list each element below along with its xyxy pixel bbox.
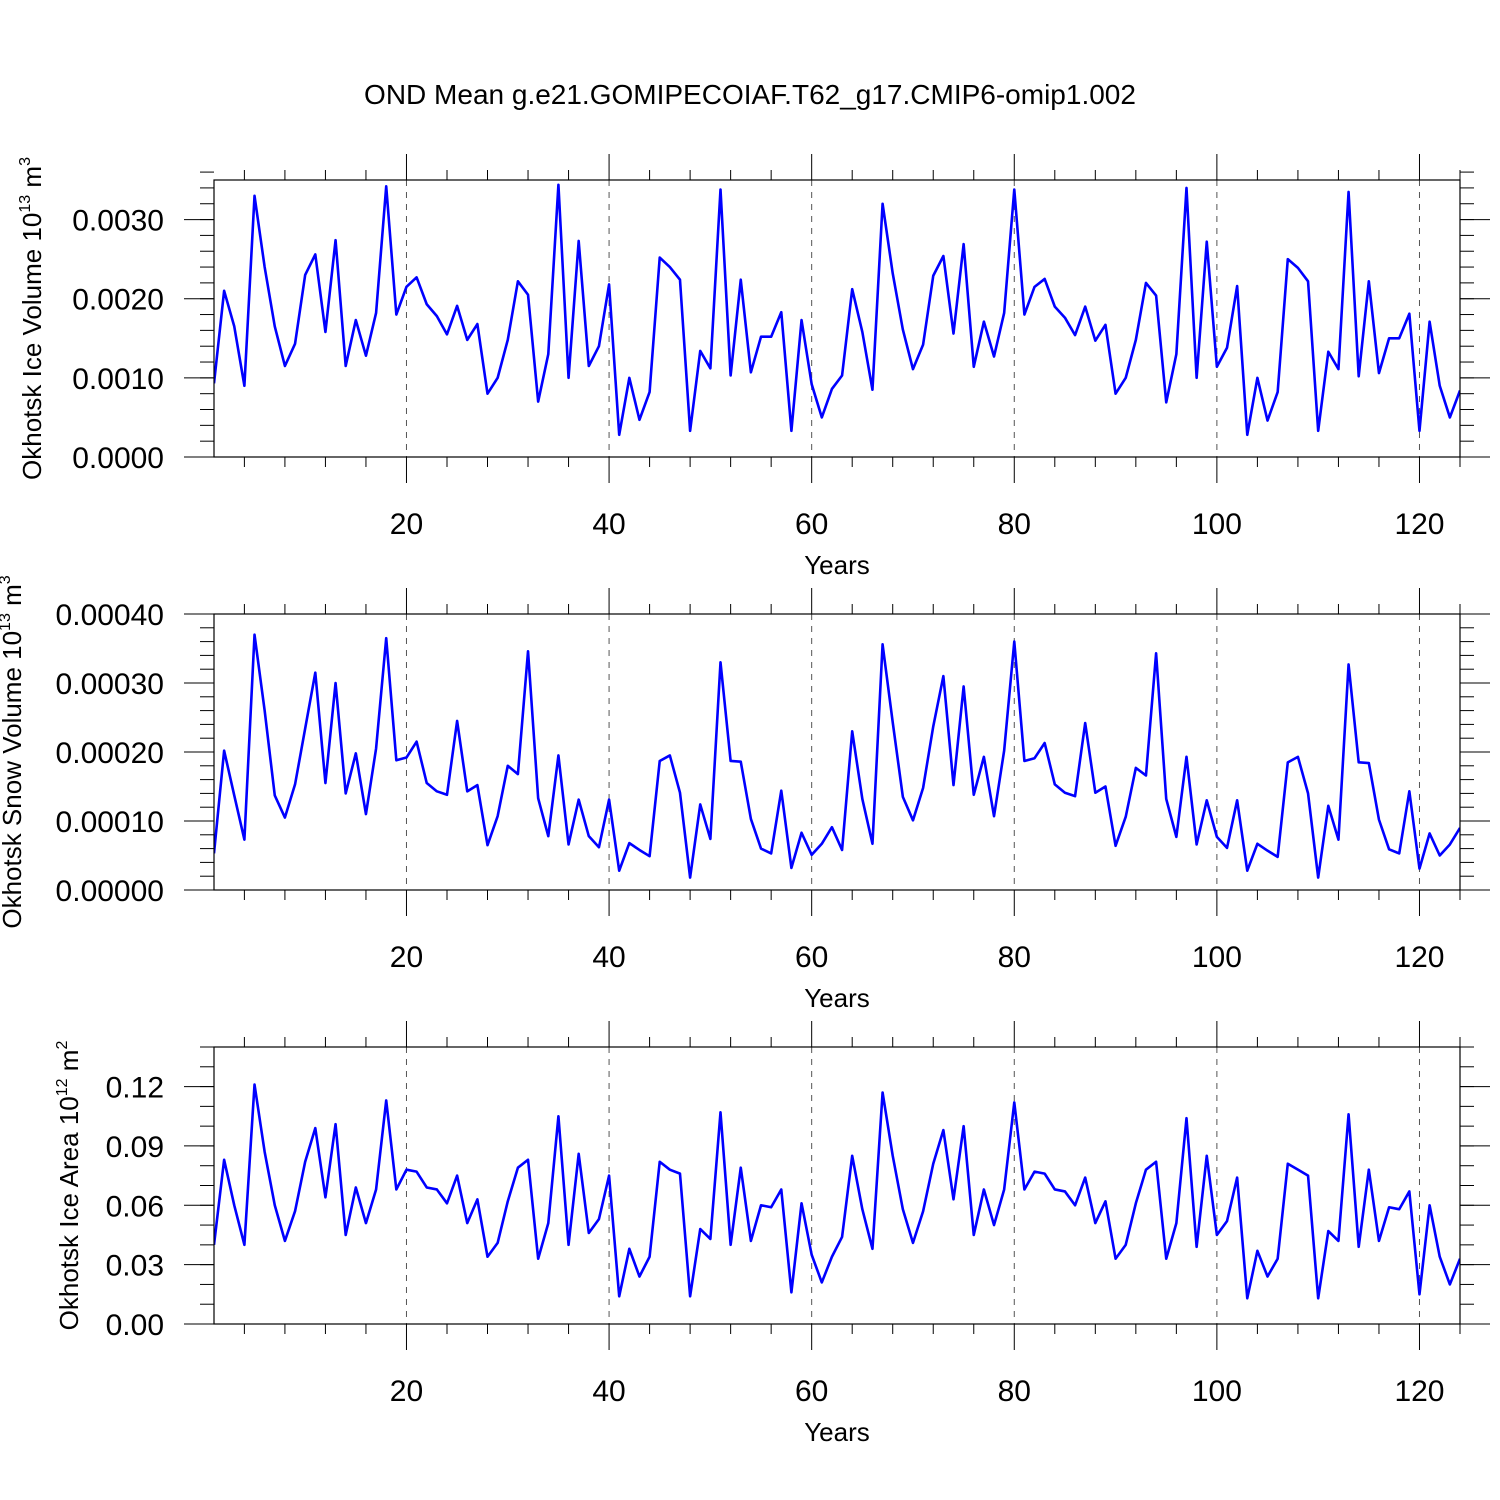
x-tick-label: 120: [1394, 1375, 1444, 1408]
y-axis-label-superscript: 13: [17, 195, 34, 213]
x-tick-label: 100: [1192, 941, 1242, 974]
plot-frame: [213, 179, 1461, 458]
chart-panel-1: 20 40 60 80 100 120 0.0000 0.0010 0.0020 0.0030 Ye…: [17, 154, 1490, 580]
x-axis-label: Years: [804, 983, 870, 1013]
y-tick-label: 0.0020: [72, 284, 164, 317]
x-axis-label: Years: [804, 550, 870, 580]
x-tick-label: 60: [795, 1375, 828, 1408]
y-tick-label: 0.00040: [56, 599, 164, 632]
plot-frame: [213, 1046, 1461, 1325]
x-tick-label: 20: [390, 1375, 423, 1408]
y-axis-label: Okhotsk Ice Volume 1013 m3: [17, 157, 47, 480]
y-axis-label-part: Okhotsk Ice Area 10: [54, 1096, 84, 1330]
x-tick-label: 100: [1192, 1375, 1242, 1408]
x-tick-label: 40: [592, 508, 625, 541]
y-axis-label-superscript: 2: [54, 1041, 71, 1050]
x-tick-label: 100: [1192, 508, 1242, 541]
y-axis-label-superscript: 3: [17, 157, 34, 166]
series-line: [214, 633, 1460, 879]
y-tick-label: 0.0000: [72, 442, 164, 475]
y-axis-label-superscript: 3: [0, 575, 14, 584]
y-tick-label: 0.0010: [72, 363, 164, 396]
x-tick-label: 20: [390, 941, 423, 974]
y-tick-label: 0.00010: [56, 806, 164, 839]
chart-panel-3: 20 40 60 80 100 120 0.00 0.03 0.06 0.09 0.12 Years O…: [54, 1021, 1490, 1447]
y-tick-label: 0.03: [106, 1250, 164, 1283]
y-tick-label: 0.00030: [56, 668, 164, 701]
y-axis-label: Okhotsk Snow Volume 1013 m3: [0, 575, 27, 928]
y-axis-label-part: Okhotsk Snow Volume 10: [0, 631, 27, 929]
plot-frame: [213, 613, 1461, 891]
series-line: [214, 183, 1460, 437]
x-tick-label: 80: [998, 1375, 1031, 1408]
chart-panels: 20 40 60 80 100 1200.00000.00100.00200.0030Ye…: [0, 154, 1490, 1447]
y-axis-label: Okhotsk Ice Area 1012 m2: [54, 1041, 84, 1331]
y-tick-label: 0.0030: [72, 205, 164, 238]
chart-panel-2: 20 40 60 80 100 120 0.00000 0.00010 0.00020 0.000…: [0, 575, 1490, 1013]
x-tick-label: 60: [795, 941, 828, 974]
y-axis-label-part: m: [17, 166, 47, 195]
y-axis-label-superscript: 12: [54, 1078, 71, 1096]
x-tick-label: 120: [1394, 508, 1444, 541]
x-tick-label: 60: [795, 508, 828, 541]
y-axis-label-superscript: 13: [0, 613, 14, 631]
y-axis-label-part: m: [0, 584, 27, 613]
x-tick-label: 120: [1394, 941, 1444, 974]
y-tick-label: 0.00020: [56, 737, 164, 770]
x-tick-label: 80: [998, 508, 1031, 541]
series-line: [214, 1083, 1460, 1300]
y-axis-label-part: Okhotsk Ice Volume 10: [17, 213, 47, 480]
y-tick-label: 0.00: [106, 1309, 164, 1342]
x-axis-label: Years: [804, 1417, 870, 1447]
y-tick-label: 0.06: [106, 1190, 164, 1223]
y-tick-label: 0.09: [106, 1131, 164, 1164]
figure-title: OND Mean g.e21.GOMIPECOIAF.T62_g17.CMIP6…: [364, 79, 1136, 110]
x-tick-label: 80: [998, 941, 1031, 974]
y-tick-label: 0.00000: [56, 875, 164, 908]
y-tick-label: 0.12: [106, 1072, 164, 1105]
x-tick-label: 40: [592, 1375, 625, 1408]
x-tick-label: 20: [390, 508, 423, 541]
x-tick-label: 40: [592, 941, 625, 974]
y-axis-label-part: m: [54, 1050, 84, 1079]
